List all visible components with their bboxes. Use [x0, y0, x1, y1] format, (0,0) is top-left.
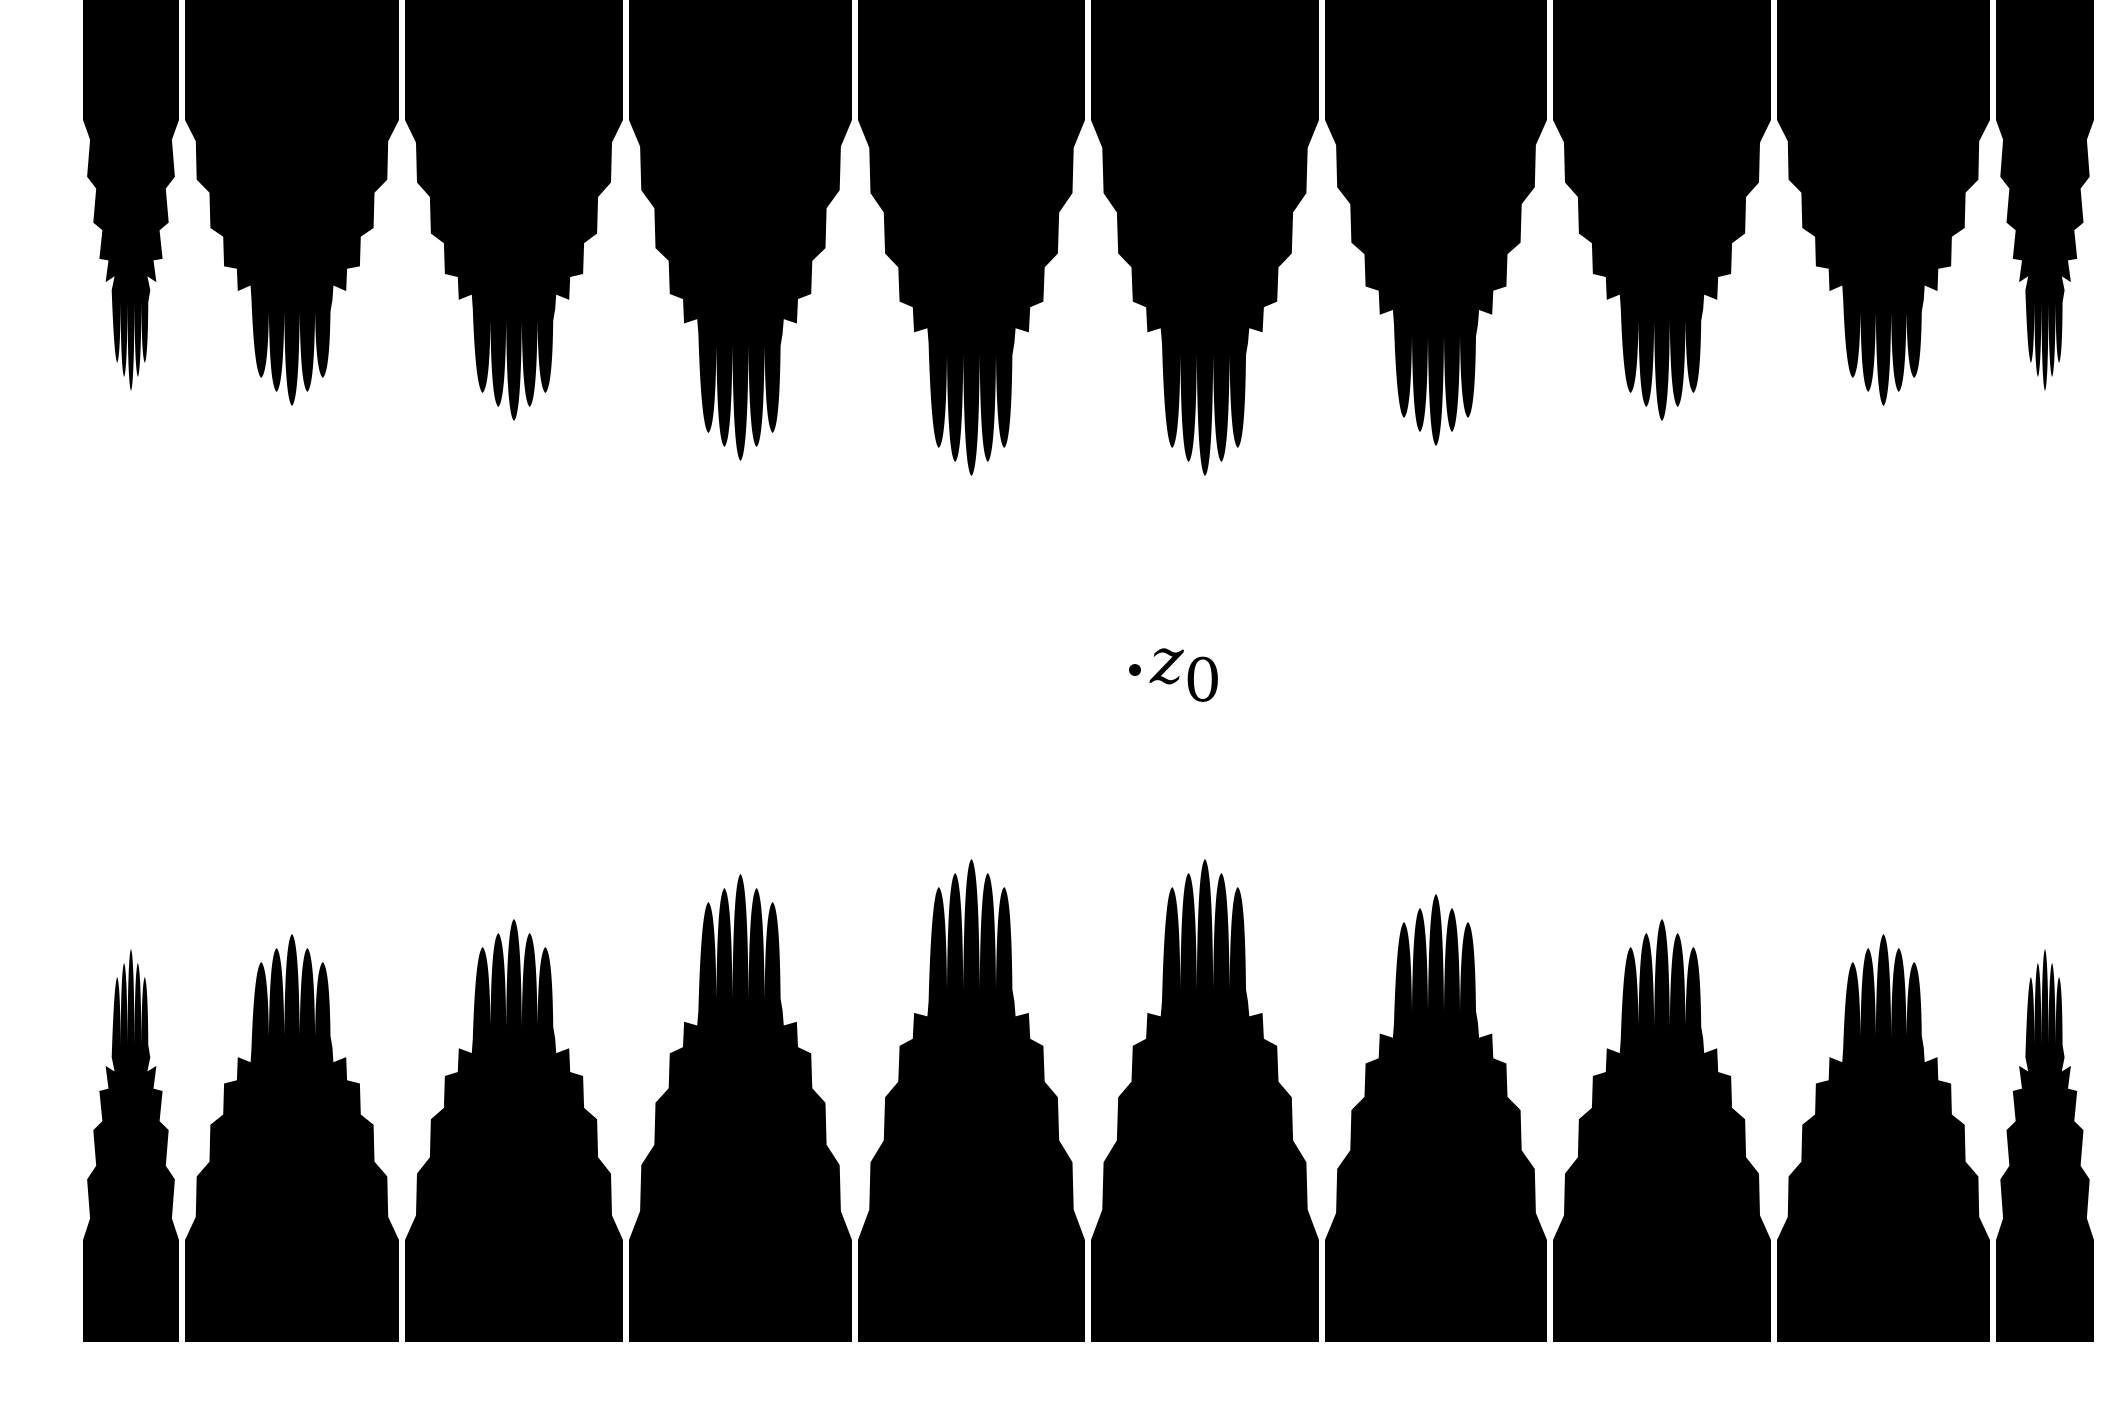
top-fractal-band	[83, 0, 2094, 476]
top-lobe	[1553, 0, 1771, 421]
bottom-fractal-band	[83, 859, 2094, 1342]
top-lobe	[1325, 0, 1547, 446]
top-lobe	[1996, 0, 2094, 391]
top-lobe	[858, 0, 1085, 476]
top-lobe	[629, 0, 852, 461]
point-label: z0	[1149, 625, 1222, 716]
bottom-lobe	[1777, 934, 1990, 1342]
bottom-lobe	[83, 949, 179, 1342]
bottom-lobe	[405, 919, 623, 1342]
point-marker	[1129, 664, 1141, 676]
bottom-lobe	[629, 874, 852, 1342]
bottom-lobe	[1325, 894, 1547, 1342]
bottom-lobe	[1996, 949, 2094, 1342]
point-label-subscript: 0	[1184, 646, 1222, 716]
bottom-lobe	[858, 859, 1085, 1342]
point-z0: z0	[1129, 625, 1222, 716]
top-lobe	[185, 0, 399, 406]
bottom-lobe	[1553, 919, 1771, 1342]
bottom-lobe	[185, 934, 399, 1342]
bottom-lobe	[1091, 859, 1319, 1342]
top-lobe	[405, 0, 623, 421]
top-lobe	[83, 0, 179, 391]
top-lobe	[1091, 0, 1319, 476]
point-label-base: z	[1149, 625, 1185, 699]
top-lobe	[1777, 0, 1990, 406]
